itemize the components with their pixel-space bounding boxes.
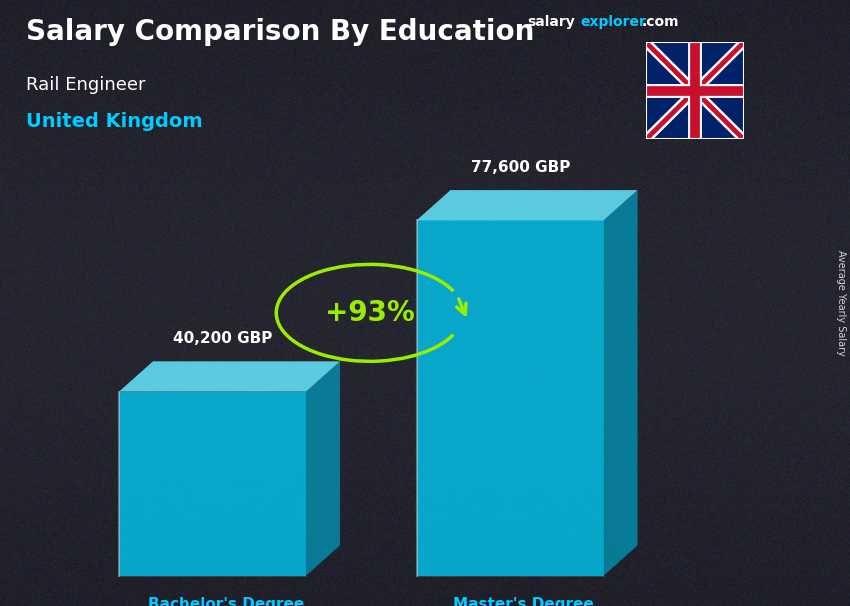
Text: Rail Engineer: Rail Engineer <box>26 76 145 94</box>
Polygon shape <box>646 42 744 139</box>
Polygon shape <box>604 190 638 576</box>
Text: Master's Degree: Master's Degree <box>453 597 594 606</box>
Text: explorer: explorer <box>581 15 647 29</box>
Text: .com: .com <box>642 15 679 29</box>
Text: Salary Comparison By Education: Salary Comparison By Education <box>26 18 534 46</box>
Polygon shape <box>416 190 638 221</box>
Polygon shape <box>416 221 604 576</box>
Text: 77,600 GBP: 77,600 GBP <box>471 160 570 175</box>
Text: salary: salary <box>527 15 575 29</box>
Text: United Kingdom: United Kingdom <box>26 112 202 131</box>
Polygon shape <box>306 361 340 576</box>
Polygon shape <box>119 361 340 391</box>
Text: 40,200 GBP: 40,200 GBP <box>173 331 272 346</box>
Text: Bachelor's Degree: Bachelor's Degree <box>148 597 304 606</box>
Text: +93%: +93% <box>325 299 415 327</box>
Text: Average Yearly Salary: Average Yearly Salary <box>836 250 846 356</box>
Polygon shape <box>119 391 306 576</box>
